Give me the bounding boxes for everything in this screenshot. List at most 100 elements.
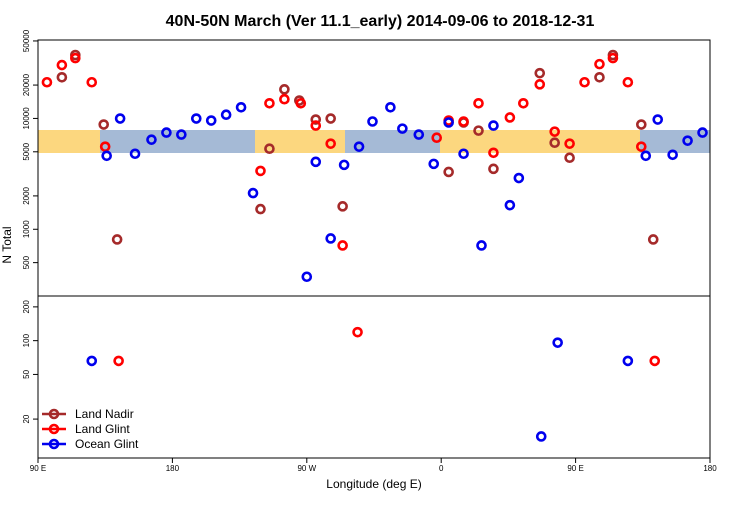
point	[146, 134, 157, 145]
point	[564, 152, 575, 164]
point	[111, 234, 123, 245]
point	[534, 79, 546, 90]
point	[264, 97, 275, 109]
point	[310, 114, 322, 125]
point	[458, 116, 469, 127]
point	[56, 59, 68, 71]
map-ocean	[100, 130, 255, 153]
point	[443, 166, 454, 178]
point	[101, 150, 112, 162]
point	[325, 138, 336, 149]
point	[99, 141, 111, 152]
point	[190, 113, 202, 124]
legend-marker	[48, 438, 60, 450]
point	[325, 233, 336, 244]
point	[325, 113, 336, 124]
y-tick-label: 500	[22, 255, 31, 269]
point	[337, 201, 348, 212]
point	[247, 187, 259, 199]
point	[579, 76, 590, 88]
point	[549, 137, 560, 148]
point	[129, 148, 141, 160]
point	[205, 115, 217, 126]
map-ocean	[640, 130, 710, 153]
point	[235, 102, 247, 113]
point	[488, 163, 499, 175]
point	[264, 143, 275, 155]
point	[647, 234, 659, 245]
point	[667, 149, 678, 161]
point	[488, 120, 499, 131]
point	[397, 123, 408, 134]
point	[652, 114, 664, 125]
top-frame	[37, 39, 711, 297]
legend-label: Land Glint	[75, 422, 130, 436]
point	[98, 119, 110, 130]
point	[310, 120, 322, 131]
point	[161, 127, 172, 138]
point	[41, 76, 53, 88]
y-tick-label: 10000	[22, 107, 31, 130]
y-tick-label: 100	[22, 333, 31, 347]
x-axis-label: Longitude (deg E)	[326, 477, 421, 491]
point	[338, 159, 350, 171]
y-tick-label: 1000	[22, 220, 31, 238]
y-tick-label: 50000	[22, 29, 31, 52]
point	[385, 102, 396, 113]
point	[114, 113, 126, 124]
x-tick-label: 180	[166, 464, 180, 473]
point	[518, 97, 529, 109]
legend-marker	[48, 408, 60, 420]
y-tick-label: 5000	[22, 142, 31, 160]
point	[337, 240, 348, 251]
point	[473, 125, 484, 136]
map-strip	[38, 130, 710, 153]
point	[488, 147, 499, 159]
point	[535, 431, 547, 442]
point	[622, 355, 634, 367]
point	[220, 109, 232, 121]
point	[295, 97, 307, 109]
point	[353, 141, 365, 152]
y-axis-label: N Total	[0, 226, 14, 263]
point	[413, 129, 425, 140]
point	[473, 97, 484, 109]
x-tick-label: 0	[439, 464, 444, 473]
point	[504, 199, 516, 211]
point	[564, 138, 575, 149]
x-tick-label: 90 E	[30, 464, 46, 473]
point	[549, 126, 560, 137]
point	[649, 355, 661, 367]
point	[301, 271, 313, 283]
legend-marker	[48, 423, 60, 435]
x-tick-label: 90 E	[567, 464, 583, 473]
point	[431, 132, 443, 144]
point	[255, 165, 266, 177]
point	[176, 129, 187, 140]
point	[640, 150, 652, 162]
point	[513, 172, 525, 184]
point	[443, 117, 454, 128]
point	[352, 326, 363, 338]
point	[458, 148, 469, 160]
chart-title: 40N-50N March (Ver 11.1_early) 2014-09-0…	[166, 13, 595, 30]
y-tick-label: 2000	[22, 186, 31, 204]
y-tick-label: 200	[22, 300, 31, 314]
point	[594, 58, 605, 70]
y-tick-label: 20	[22, 414, 31, 423]
point	[622, 76, 634, 88]
point	[428, 158, 440, 170]
x-tick-label: 90 W	[297, 464, 316, 473]
y-tick-label: 50	[22, 369, 31, 378]
y-tick-label: 20000	[22, 73, 31, 96]
point	[697, 127, 708, 138]
point	[476, 240, 487, 251]
point	[682, 135, 693, 146]
point	[56, 71, 68, 83]
point	[534, 67, 546, 79]
legend-label: Land Nadir	[75, 407, 134, 421]
point	[367, 116, 378, 127]
point	[636, 141, 647, 152]
